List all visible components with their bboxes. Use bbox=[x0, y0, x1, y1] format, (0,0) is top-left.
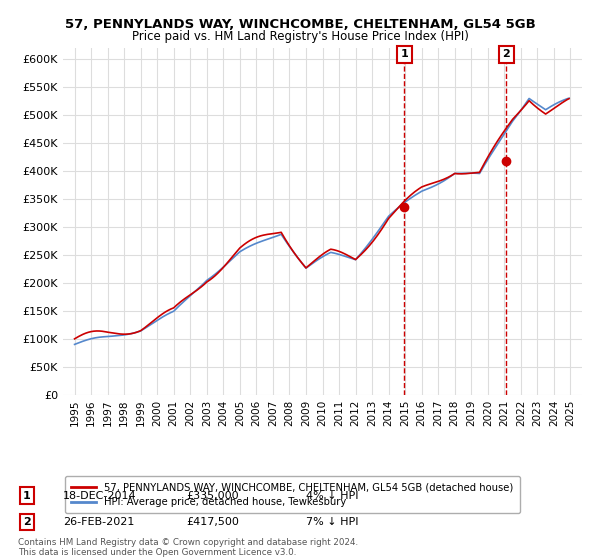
Text: Contains HM Land Registry data © Crown copyright and database right 2024.
This d: Contains HM Land Registry data © Crown c… bbox=[18, 538, 358, 557]
Text: 2: 2 bbox=[503, 49, 510, 59]
Text: 4% ↓ HPI: 4% ↓ HPI bbox=[306, 491, 359, 501]
Text: 7% ↓ HPI: 7% ↓ HPI bbox=[306, 517, 359, 527]
Text: 2: 2 bbox=[23, 517, 31, 527]
Text: £335,000: £335,000 bbox=[186, 491, 239, 501]
Text: 26-FEB-2021: 26-FEB-2021 bbox=[63, 517, 134, 527]
Text: Price paid vs. HM Land Registry's House Price Index (HPI): Price paid vs. HM Land Registry's House … bbox=[131, 30, 469, 43]
Text: 57, PENNYLANDS WAY, WINCHCOMBE, CHELTENHAM, GL54 5GB: 57, PENNYLANDS WAY, WINCHCOMBE, CHELTENH… bbox=[65, 18, 535, 31]
Text: 18-DEC-2014: 18-DEC-2014 bbox=[63, 491, 137, 501]
Text: £417,500: £417,500 bbox=[186, 517, 239, 527]
Text: 1: 1 bbox=[23, 491, 31, 501]
Legend: 57, PENNYLANDS WAY, WINCHCOMBE, CHELTENHAM, GL54 5GB (detached house), HPI: Aver: 57, PENNYLANDS WAY, WINCHCOMBE, CHELTENH… bbox=[65, 476, 520, 513]
Text: 1: 1 bbox=[401, 49, 409, 59]
